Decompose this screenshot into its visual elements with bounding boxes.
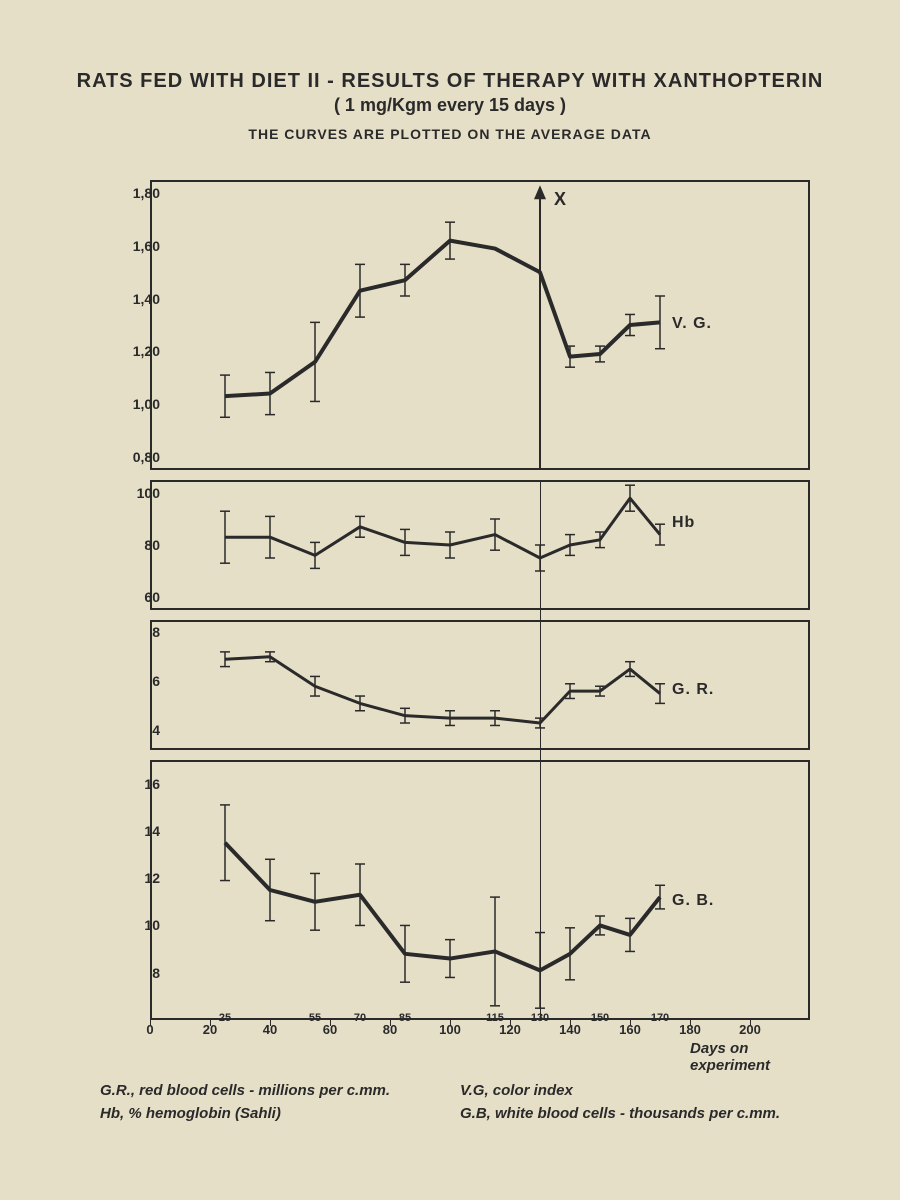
xtick-mark (150, 1020, 151, 1026)
title-block: RATS FED WITH DIET II - RESULTS OF THERA… (60, 70, 840, 142)
ytick: 60 (112, 589, 160, 605)
xtick-minor: 25 (219, 1012, 231, 1024)
xtick-minor: 170 (651, 1012, 669, 1024)
xtick-mark (690, 1020, 691, 1026)
legend-gr: G.R., red blood cells - millions per c.m… (100, 1080, 460, 1103)
x-marker: X (554, 189, 566, 210)
xtick-mark (450, 1020, 451, 1026)
subtitle: THE CURVES ARE PLOTTED ON THE AVERAGE DA… (60, 126, 840, 142)
ytick: 1,40 (112, 291, 160, 307)
xtick-mark (750, 1020, 751, 1026)
series-label-hb: Hb (672, 514, 695, 532)
xtick-mark (270, 1020, 271, 1026)
panel-gb (150, 760, 810, 1020)
ytick: 10 (112, 917, 160, 933)
ytick: 1,20 (112, 343, 160, 359)
xtick-mark (570, 1020, 571, 1026)
ytick: 80 (112, 537, 160, 553)
series-label-gb: G. B. (672, 892, 714, 910)
ytick: 1,80 (112, 185, 160, 201)
xtick-mark (390, 1020, 391, 1026)
ytick: 0,80 (112, 449, 160, 465)
treatment-vline (540, 480, 541, 1020)
ytick: 12 (112, 870, 160, 886)
legend: G.R., red blood cells - millions per c.m… (100, 1080, 820, 1125)
ytick: 1,60 (112, 238, 160, 254)
xtick-minor: 115 (486, 1012, 504, 1024)
xtick-minor: 85 (399, 1012, 411, 1024)
ytick: 100 (112, 485, 160, 501)
legend-gb: G.B, white blood cells - thousands per c… (460, 1103, 820, 1126)
panel-hb (150, 480, 810, 610)
xtick-minor: 150 (591, 1012, 609, 1024)
title-line-1: RATS FED WITH DIET II - RESULTS OF THERA… (60, 70, 840, 93)
series-label-vg: V. G. (672, 315, 712, 333)
xtick-mark (510, 1020, 511, 1026)
x-axis-label: Days on experiment (690, 1040, 830, 1074)
xtick-minor: 55 (309, 1012, 321, 1024)
ytick: 8 (112, 965, 160, 981)
title-line-2: ( 1 mg/Kgm every 15 days ) (60, 95, 840, 116)
ytick: 1,00 (112, 396, 160, 412)
legend-vg: V.G, color index (460, 1080, 820, 1103)
ytick: 6 (112, 673, 160, 689)
xtick-minor: 70 (354, 1012, 366, 1024)
xtick-minor: 130 (531, 1012, 549, 1024)
ytick: 14 (112, 823, 160, 839)
ytick: 4 (112, 722, 160, 738)
legend-hb: Hb, % hemoglobin (Sahli) (100, 1103, 460, 1126)
chart-area: Days on experiment 0,801,001,201,401,601… (90, 180, 830, 1020)
ytick: 8 (112, 624, 160, 640)
series-label-gr: G. R. (672, 681, 714, 699)
xtick-mark (330, 1020, 331, 1026)
ytick: 16 (112, 776, 160, 792)
page: RATS FED WITH DIET II - RESULTS OF THERA… (0, 0, 900, 1200)
xtick-mark (630, 1020, 631, 1026)
xtick-mark (210, 1020, 211, 1026)
